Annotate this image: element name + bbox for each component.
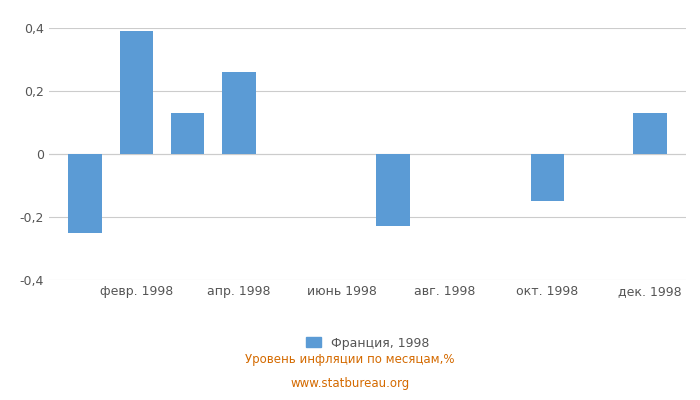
Legend: Франция, 1998: Франция, 1998 xyxy=(301,332,434,355)
Bar xyxy=(531,154,564,201)
Text: www.statbureau.org: www.statbureau.org xyxy=(290,378,410,390)
Bar xyxy=(171,113,204,154)
Bar xyxy=(69,154,102,233)
Bar xyxy=(377,154,410,226)
Bar xyxy=(634,113,666,154)
Bar xyxy=(120,31,153,154)
Bar xyxy=(223,72,256,154)
Text: Уровень инфляции по месяцам,%: Уровень инфляции по месяцам,% xyxy=(245,354,455,366)
